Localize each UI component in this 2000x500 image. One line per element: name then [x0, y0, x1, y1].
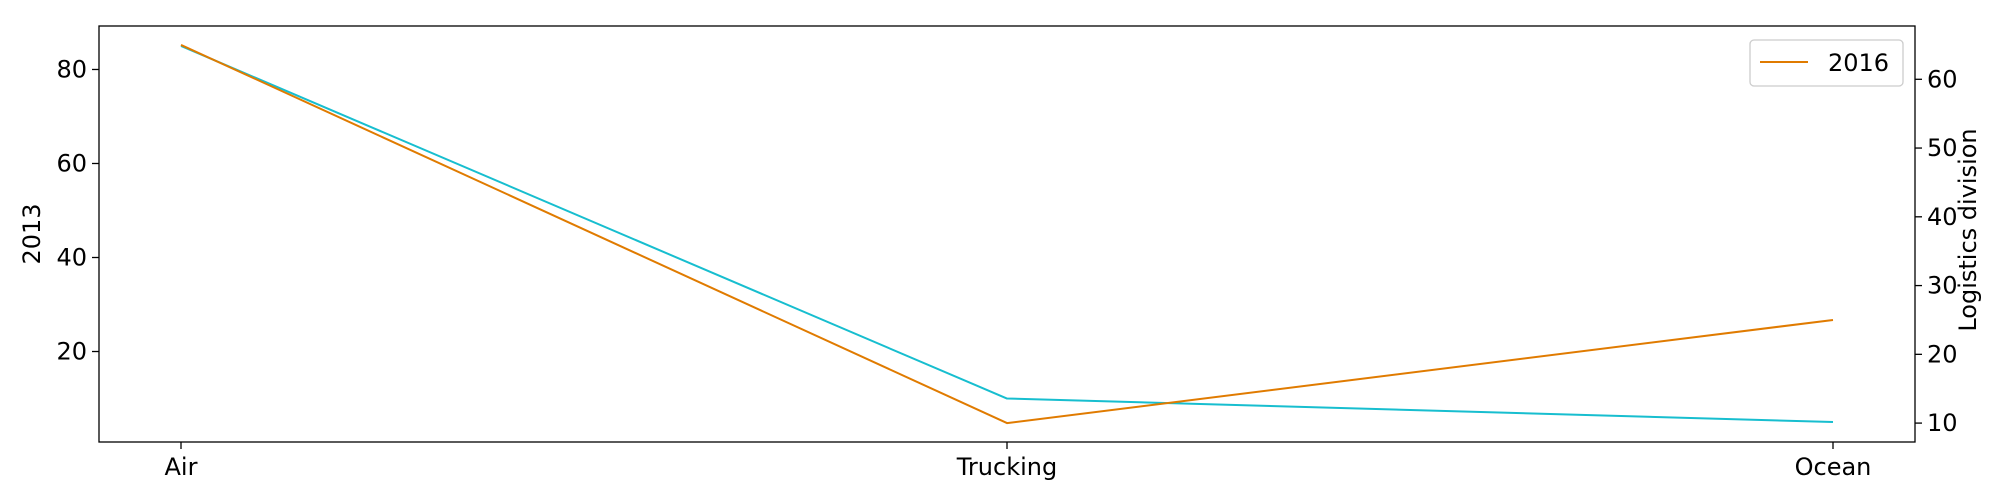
left-tick-label-60: 60 [56, 149, 87, 177]
x-axis: Air Trucking Ocean [165, 442, 1872, 481]
right-tick-label-10: 10 [1927, 409, 1958, 437]
right-tick-label-20: 20 [1927, 340, 1958, 368]
legend-box [1749, 39, 1904, 87]
right-y-axis: 10 20 30 40 50 60 [1915, 65, 1958, 437]
right-tick-label-50: 50 [1927, 134, 1958, 162]
left-tick-label-80: 80 [56, 55, 87, 83]
series-layer [180, 43, 1834, 425]
left-tick-label-20: 20 [56, 338, 87, 366]
legend: 2016 [1749, 39, 1904, 87]
left-tick-label-40: 40 [56, 244, 87, 272]
right-tick-label-30: 30 [1927, 272, 1958, 300]
plot-frame [98, 25, 1916, 443]
legend-label-2016: 2016 [1828, 49, 1889, 77]
series-line-2016 [180, 43, 1834, 425]
series-line-left-axis [180, 45, 1834, 424]
x-tick-label-ocean: Ocean [1795, 453, 1872, 481]
right-tick-label-60: 60 [1927, 65, 1958, 93]
left-axis-title: 2013 [18, 203, 46, 264]
x-tick-label-trucking: Trucking [956, 453, 1057, 481]
right-axis-title: Logistics division [1954, 128, 1982, 331]
x-tick-label-air: Air [165, 453, 198, 481]
right-tick-label-40: 40 [1927, 203, 1958, 231]
left-y-axis: 20 40 60 80 [56, 55, 99, 366]
